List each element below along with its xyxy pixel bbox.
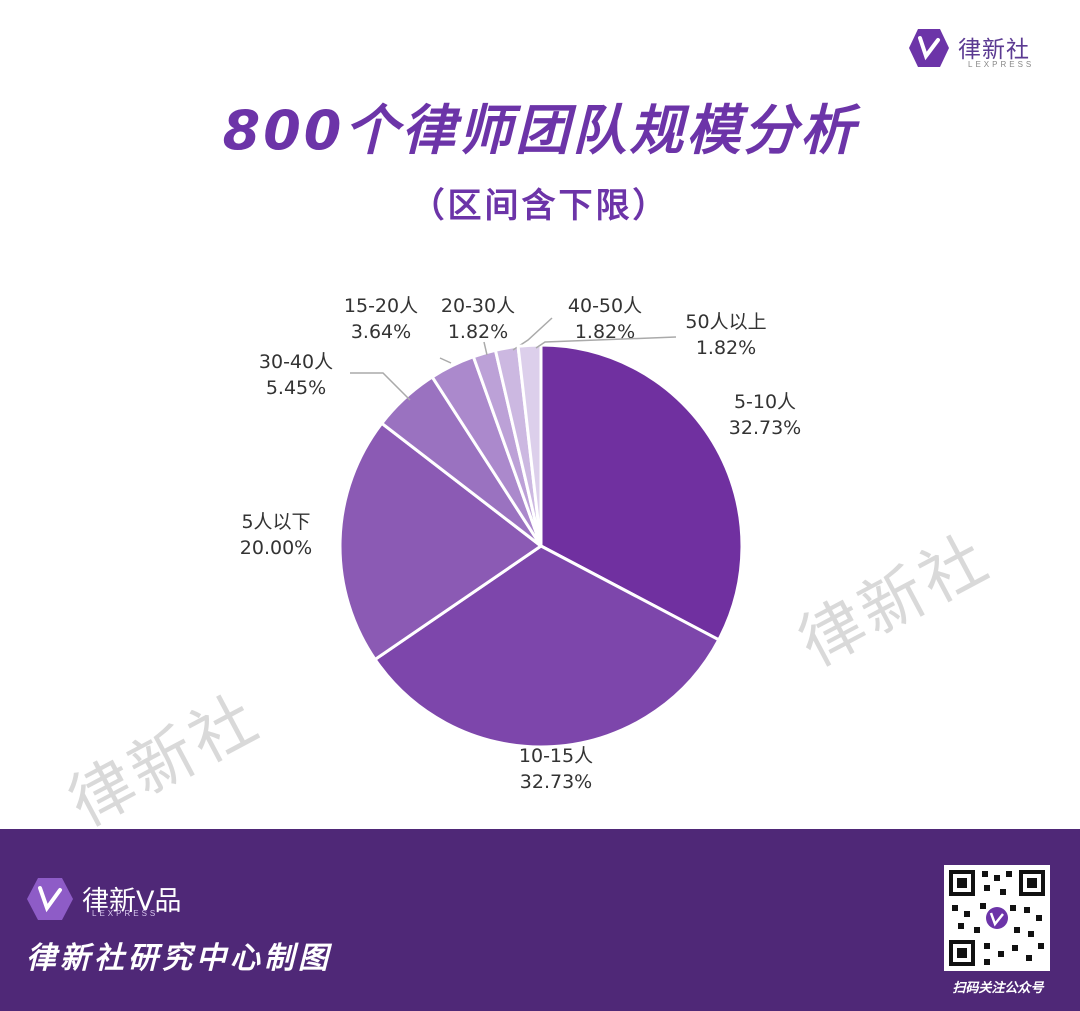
pie-slice [373,544,721,749]
slice-value-label: 5.45% [266,377,326,399]
slice-value-label: 1.82% [448,321,508,343]
v-logo-icon [27,878,73,920]
slice-label: 5人以下 [241,511,310,533]
qr-label: 扫码关注公众号 [952,981,1044,996]
slice-label: 40-50人 [568,295,642,317]
slice-value-label: 3.64% [351,321,411,343]
footer-bar: 律新V品 LEXPRESS 律新社研究中心制图 扫码关注公众号 [0,829,1080,1011]
slice-value-label: 32.73% [729,417,801,439]
pie-slice [539,343,744,642]
footer-credit: 律新社研究中心制图 [26,941,332,976]
slice-label: 50人以上 [685,311,766,333]
leader-line [350,372,411,401]
top-logo: 律新社 LEXPRESS [908,24,1048,74]
leader-line [535,336,677,349]
brand-name: 律新社 [958,37,1030,63]
footer-brand: 律新V品 [82,886,182,917]
slice-value-label: 1.82% [575,321,635,343]
slice-label: 15-20人 [344,295,418,317]
pie-slice [338,421,544,662]
slice-value-label: 20.00% [240,537,312,559]
brand-sub: LEXPRESS [968,60,1035,69]
qr-code[interactable] [944,865,1050,971]
slice-label: 5-10人 [734,391,796,413]
pie-chart: 5-10人 32.73% 10-15人 32.73% 5人以下 20.00% 30-40人 5… [240,295,801,793]
leader-line [439,357,452,364]
page-title: 800个律师团队规模分析 [222,99,858,162]
slice-label: 10-15人 [519,745,593,767]
page-subtitle: （区间含下限） [410,186,670,226]
footer-brand-sub: LEXPRESS [92,909,159,918]
slice-value-label: 32.73% [520,771,592,793]
slice-label: 20-30人 [441,295,515,317]
slice-label: 30-40人 [259,351,333,373]
logo-icon [909,29,949,67]
leader-line [483,341,488,356]
slice-value-label: 1.82% [696,337,756,359]
